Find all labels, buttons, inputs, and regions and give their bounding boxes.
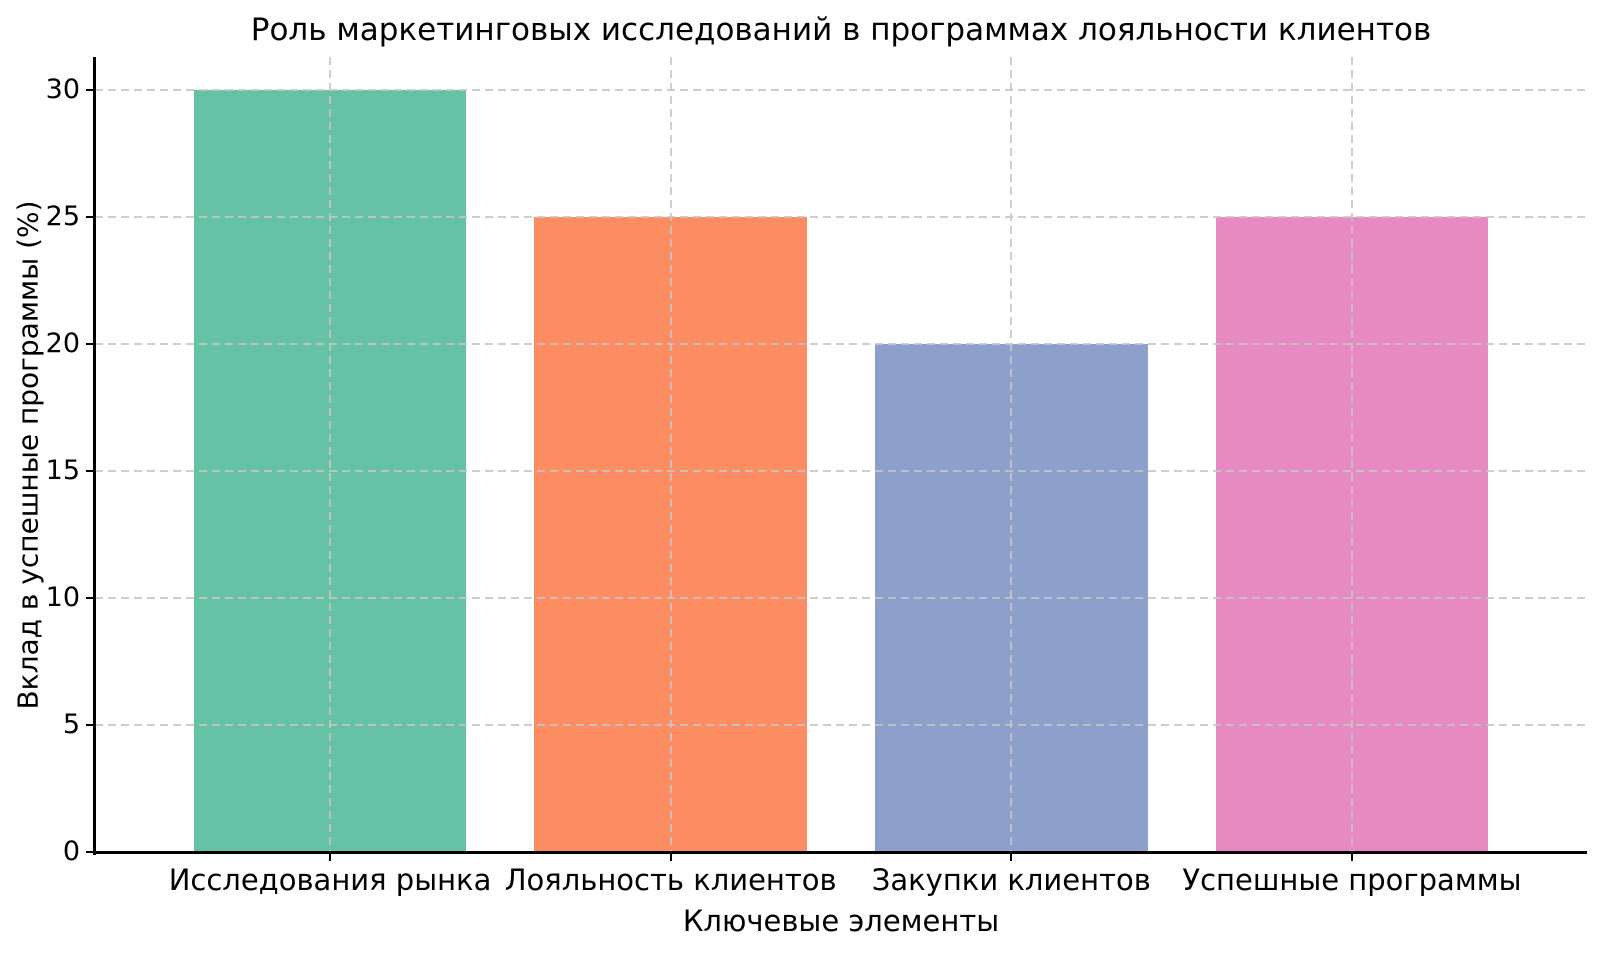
x-tick-mark (669, 852, 672, 861)
x-axis-label: Ключевые элементы (682, 904, 1000, 938)
y-tick-label: 10 (45, 582, 80, 613)
x-tick-label: Закупки клиентов (871, 863, 1151, 897)
y-axis-spine (93, 57, 96, 855)
x-tick-label: Успешные программы (1182, 863, 1522, 897)
x-tick-mark (1010, 852, 1013, 861)
y-tick-mark (86, 89, 95, 92)
vertical-gridline (1350, 57, 1353, 852)
y-tick-mark (86, 724, 95, 726)
vertical-gridline (669, 57, 672, 852)
chart-title: Роль маркетинговых исследований в програ… (250, 12, 1432, 48)
y-tick-label: 20 (45, 328, 80, 359)
y-tick-label: 5 (62, 709, 80, 740)
y-tick-mark (86, 470, 95, 472)
y-tick-label: 25 (45, 201, 80, 233)
x-tick-label: Исследования рынка (168, 863, 492, 897)
y-tick-label: 30 (45, 74, 80, 106)
horizontal-gridline (95, 724, 1587, 726)
vertical-gridline (329, 57, 332, 852)
x-tick-mark (1350, 852, 1353, 861)
horizontal-gridline (95, 343, 1587, 345)
horizontal-gridline (95, 597, 1587, 599)
y-tick-mark (86, 851, 95, 853)
y-tick-label: 15 (45, 455, 80, 486)
horizontal-gridline (95, 470, 1587, 472)
plot-area (95, 57, 1587, 852)
y-tick-label: 0 (62, 836, 80, 867)
x-tick-label: Лояльность клиентов (504, 863, 837, 897)
vertical-gridline (1010, 57, 1013, 852)
y-tick-mark (86, 216, 95, 219)
horizontal-gridline (95, 216, 1587, 219)
x-axis-spine (93, 851, 1587, 854)
x-tick-mark (329, 852, 332, 861)
y-tick-mark (86, 343, 95, 345)
horizontal-gridline (95, 89, 1587, 92)
y-tick-mark (86, 597, 95, 599)
